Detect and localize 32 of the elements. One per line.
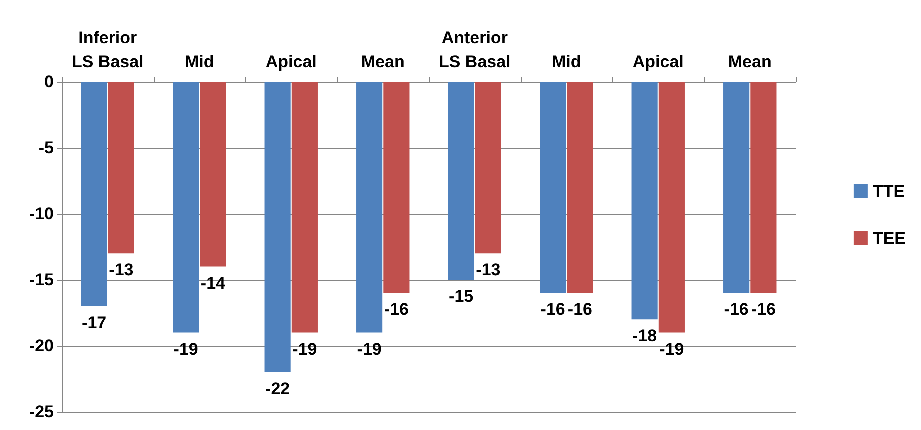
data-label: -19	[292, 340, 318, 359]
data-label: -18	[632, 326, 658, 346]
data-label: -19	[357, 340, 382, 359]
legend-label: TTE	[872, 182, 906, 201]
data-label: -16	[568, 300, 592, 320]
data-label: -16	[540, 300, 566, 320]
x-tick-label: Mean	[728, 52, 772, 72]
data-label: -13	[109, 260, 134, 280]
data-label: -17	[82, 313, 107, 332]
data-label: -19	[174, 340, 198, 359]
x-tick-label: Mean	[361, 52, 405, 72]
x-tick-label: Anterior LS Basal	[438, 28, 511, 72]
data-label: -16	[384, 300, 409, 320]
y-tick-label: -20	[29, 336, 54, 356]
y-tick-label: 0	[44, 72, 54, 92]
data-label: -15	[449, 287, 474, 306]
data-label: -14	[200, 274, 226, 293]
y-tick-label: -10	[29, 204, 54, 224]
x-tick-label: Mid	[552, 52, 582, 72]
x-tick-label: Inferior LS Basal	[72, 28, 144, 72]
x-tick-label: Mid	[184, 52, 214, 72]
y-tick-label: -5	[38, 138, 54, 158]
data-label: -16	[724, 300, 749, 320]
data-label: -22	[266, 379, 290, 398]
y-tick-label: -25	[29, 402, 54, 422]
y-tick-label: -15	[29, 270, 54, 290]
data-label: -16	[751, 300, 776, 320]
legend-label: TEE	[872, 229, 906, 248]
x-tick-label: Apical	[266, 52, 317, 72]
x-tick-label: Apical	[632, 52, 684, 72]
data-label: -13	[476, 260, 501, 280]
data-label: -19	[660, 340, 684, 359]
